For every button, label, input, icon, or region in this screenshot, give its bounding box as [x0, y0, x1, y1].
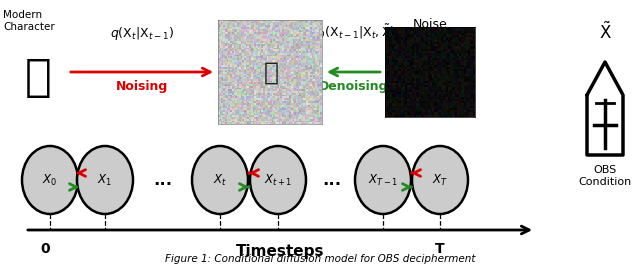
Text: $X_T$: $X_T$: [432, 172, 448, 187]
Text: $p_{\theta}(\mathrm{X}_{t-1}|\mathrm{X}_t, \tilde{\mathrm{X}})$: $p_{\theta}(\mathrm{X}_{t-1}|\mathrm{X}_…: [311, 22, 396, 42]
Text: Noising: Noising: [116, 80, 168, 93]
Text: Noise: Noise: [413, 18, 447, 31]
Text: $X_t$: $X_t$: [213, 172, 227, 187]
Text: ...: ...: [323, 171, 342, 189]
Text: T: T: [435, 242, 445, 256]
Ellipse shape: [355, 146, 411, 214]
Text: $X_{T-1}$: $X_{T-1}$: [368, 172, 398, 187]
Text: ...: ...: [154, 171, 173, 189]
Ellipse shape: [77, 146, 133, 214]
Text: $X_{t+1}$: $X_{t+1}$: [264, 172, 292, 187]
Ellipse shape: [412, 146, 468, 214]
Text: 0: 0: [40, 242, 50, 256]
Text: Denoising: Denoising: [319, 80, 388, 93]
Text: Figure 1: Conditional diffusion model for OBS decipherment: Figure 1: Conditional diffusion model fo…: [164, 254, 476, 264]
Text: OBS
Condition: OBS Condition: [579, 165, 632, 187]
Text: $X_1$: $X_1$: [97, 172, 113, 187]
Text: $X_0$: $X_0$: [42, 172, 58, 187]
Text: Timesteps: Timesteps: [236, 244, 324, 259]
Text: 宗: 宗: [264, 61, 278, 85]
Ellipse shape: [192, 146, 248, 214]
Ellipse shape: [22, 146, 78, 214]
Text: $q(\mathrm{X}_t|\mathrm{X}_{t-1})$: $q(\mathrm{X}_t|\mathrm{X}_{t-1})$: [110, 25, 174, 42]
Ellipse shape: [250, 146, 306, 214]
Text: $\tilde{\mathrm{X}}$: $\tilde{\mathrm{X}}$: [598, 22, 611, 43]
Text: Modern
Character: Modern Character: [3, 10, 55, 32]
Text: 宗: 宗: [24, 56, 51, 99]
